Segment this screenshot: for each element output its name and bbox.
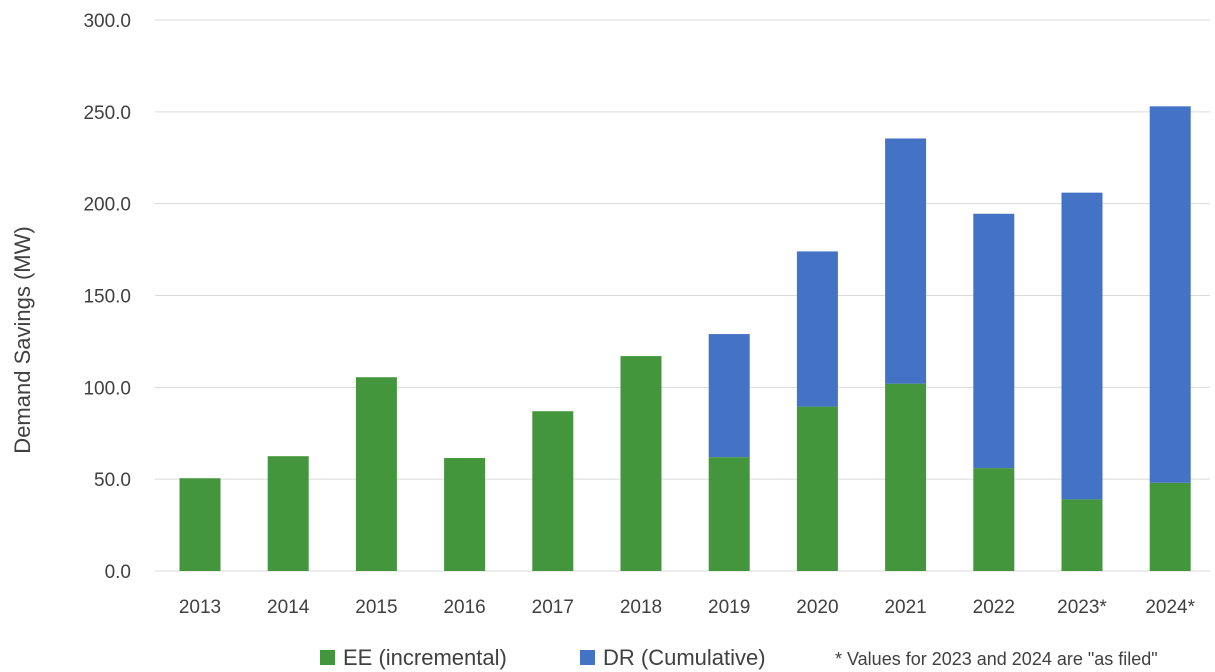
x-category-label: 2016 xyxy=(443,597,485,618)
x-category-label: 2019 xyxy=(708,597,750,618)
bar-dr xyxy=(708,334,750,458)
x-axis-categories: 2013 2014 2015 2016 2017 2018 2019 2020 2021 2022… xyxy=(179,597,1196,618)
y-tick-label: 250.0 xyxy=(83,103,131,124)
y-tick-label: 0.0 xyxy=(105,562,131,583)
bar-ee xyxy=(885,383,927,571)
bar-dr xyxy=(796,251,838,407)
x-category-label: 2018 xyxy=(620,597,662,618)
y-tick-label: 300.0 xyxy=(83,11,131,32)
legend-swatch-ee xyxy=(320,650,335,665)
bar-dr xyxy=(1061,192,1103,500)
x-category-label: 2017 xyxy=(532,597,574,618)
x-category-label: 2013 xyxy=(179,597,221,618)
x-category-label: 2015 xyxy=(355,597,397,618)
bar-ee xyxy=(355,377,397,571)
bar-ee xyxy=(796,406,838,571)
bar-ee xyxy=(1149,482,1191,571)
footnote: * Values for 2023 and 2024 are "as filed… xyxy=(835,649,1158,669)
y-axis-ticks: 0.0 50.0 100.0 150.0 200.0 250.0 300.0 xyxy=(83,11,131,583)
bar-dr xyxy=(1149,106,1191,483)
x-category-label: 2022 xyxy=(973,597,1015,618)
x-category-label: 2014 xyxy=(267,597,310,618)
bar-ee xyxy=(267,456,309,571)
bar-ee xyxy=(179,478,221,571)
y-tick-label: 200.0 xyxy=(83,195,131,216)
x-category-label: 2023* xyxy=(1057,597,1107,618)
bar-ee xyxy=(1061,499,1103,571)
y-axis-title: Demand Savings (MW) xyxy=(10,226,35,453)
bar-dr xyxy=(885,138,927,384)
x-category-label: 2020 xyxy=(796,597,838,618)
bar-ee xyxy=(708,457,750,571)
legend-swatch-dr xyxy=(580,650,595,665)
x-category-label: 2021 xyxy=(884,597,926,618)
y-tick-label: 150.0 xyxy=(83,287,131,308)
y-tick-label: 50.0 xyxy=(94,470,131,491)
bar-ee xyxy=(973,468,1015,571)
bar-ee xyxy=(444,458,486,571)
legend: EE (incremental) DR (Cumulative) xyxy=(320,645,766,670)
gridlines xyxy=(155,19,1210,572)
bar-ee xyxy=(532,411,574,571)
x-category-label: 2024* xyxy=(1145,597,1195,618)
legend-label-dr: DR (Cumulative) xyxy=(603,645,766,670)
bar-dr xyxy=(973,213,1015,469)
bar-ee xyxy=(620,356,662,571)
legend-label-ee: EE (incremental) xyxy=(343,645,507,670)
bars xyxy=(179,106,1191,571)
y-tick-label: 100.0 xyxy=(83,378,131,399)
